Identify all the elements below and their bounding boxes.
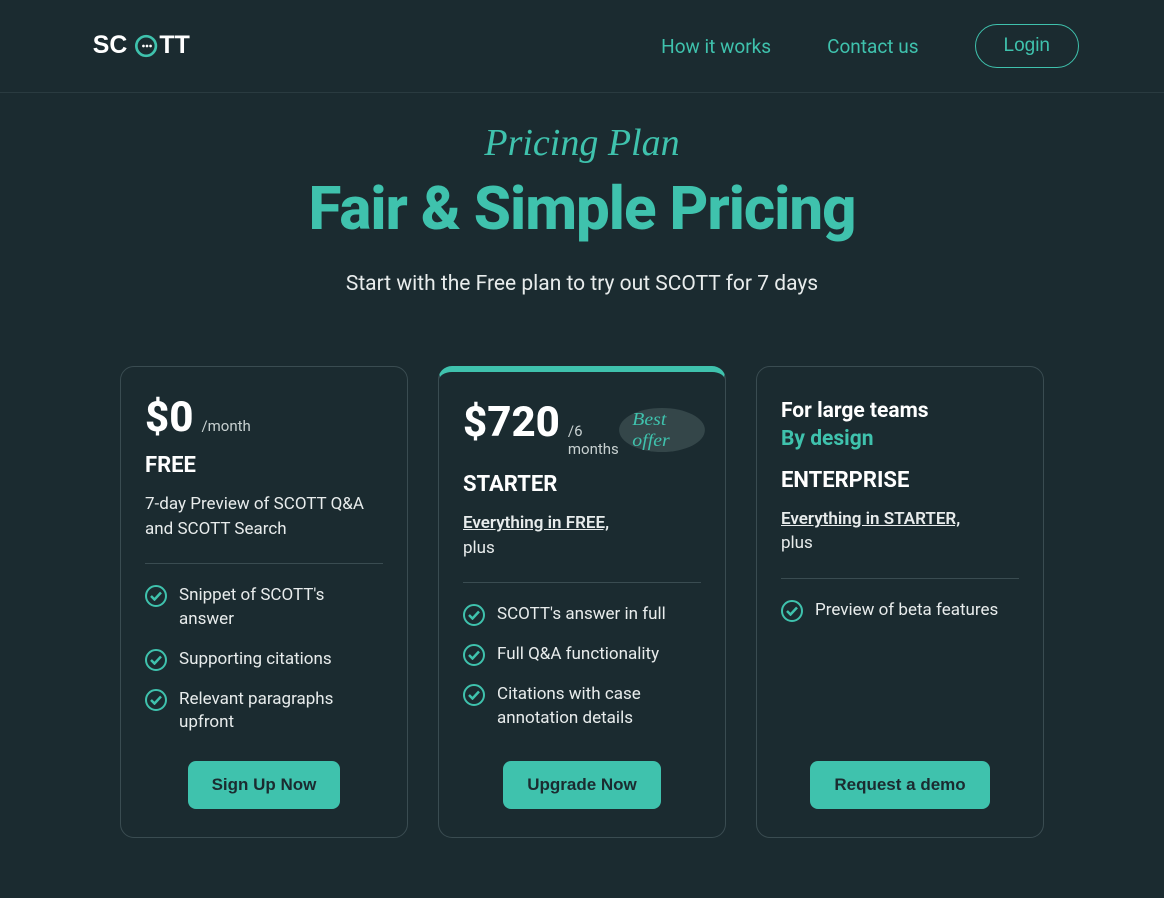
plan-card-enterprise: For large teams By design ENTERPRISE Eve… xyxy=(756,366,1044,838)
main-nav: How it works Contact us Login xyxy=(661,24,1079,68)
plan-description: Everything in STARTER, plus xyxy=(781,507,1019,556)
price-row: $0 /month xyxy=(145,397,383,439)
hero-section: Pricing Plan Fair & Simple Pricing Start… xyxy=(0,93,1164,316)
plan-period: /6 months xyxy=(568,422,619,458)
hero-subtitle: Start with the Free plan to try out SCOT… xyxy=(20,272,1144,296)
divider xyxy=(463,582,701,583)
best-offer-badge: Best offer xyxy=(619,408,705,452)
check-icon xyxy=(463,684,485,706)
feature-item: Full Q&A functionality xyxy=(463,643,701,667)
divider xyxy=(781,578,1019,579)
plan-description: 7-day Preview of SCOTT Q&A and SCOTT Sea… xyxy=(145,492,383,541)
enterprise-title: For large teams By design xyxy=(781,397,1019,454)
feature-text: SCOTT's answer in full xyxy=(497,603,666,627)
feature-item: Snippet of SCOTT's answer xyxy=(145,584,383,632)
feature-item: Relevant paragraphs upfront xyxy=(145,688,383,736)
plan-description-suffix: plus xyxy=(781,533,813,553)
feature-item: Citations with case annotation details xyxy=(463,683,701,731)
svg-text:SC: SC xyxy=(93,31,128,59)
check-icon xyxy=(145,689,167,711)
divider xyxy=(145,563,383,564)
request-demo-button[interactable]: Request a demo xyxy=(810,761,989,809)
check-icon xyxy=(463,604,485,626)
login-button[interactable]: Login xyxy=(975,24,1080,68)
hero-script-text: Pricing Plan xyxy=(20,121,1144,165)
feature-list: SCOTT's answer in full Full Q&A function… xyxy=(463,603,701,751)
feature-text: Citations with case annotation details xyxy=(497,683,701,731)
signup-button[interactable]: Sign Up Now xyxy=(188,761,341,809)
plan-card-starter: $720 /6 months Best offer STARTER Everyt… xyxy=(438,366,726,838)
plan-description: Everything in FREE, plus xyxy=(463,511,701,560)
price-header: $720 /6 months Best offer xyxy=(463,402,701,458)
plan-period: /month xyxy=(201,417,250,435)
feature-item: Preview of beta features xyxy=(781,599,1019,623)
svg-text:TT: TT xyxy=(159,31,189,59)
plan-description-prefix: Everything in STARTER, xyxy=(781,509,960,529)
plan-card-free: $0 /month FREE 7-day Preview of SCOTT Q&… xyxy=(120,366,408,838)
pricing-cards-row: $0 /month FREE 7-day Preview of SCOTT Q&… xyxy=(0,316,1164,898)
plan-price: $720 xyxy=(463,402,560,444)
feature-item: SCOTT's answer in full xyxy=(463,603,701,627)
plan-description-prefix: Everything in FREE, xyxy=(463,513,609,533)
feature-text: Relevant paragraphs upfront xyxy=(179,688,383,736)
plan-description-suffix: plus xyxy=(463,538,495,558)
plan-name: STARTER xyxy=(463,472,701,497)
nav-link-how-it-works[interactable]: How it works xyxy=(661,35,771,58)
feature-text: Preview of beta features xyxy=(815,599,998,623)
nav-link-contact-us[interactable]: Contact us xyxy=(827,35,918,58)
page-title: Fair & Simple Pricing xyxy=(20,173,1144,244)
enterprise-title-line2: By design xyxy=(781,427,873,451)
enterprise-title-line1: For large teams xyxy=(781,399,929,423)
upgrade-button[interactable]: Upgrade Now xyxy=(503,761,661,809)
feature-text: Snippet of SCOTT's answer xyxy=(179,584,383,632)
feature-text: Full Q&A functionality xyxy=(497,643,659,667)
feature-list: Snippet of SCOTT's answer Supporting cit… xyxy=(145,584,383,751)
plan-name: FREE xyxy=(145,453,383,478)
feature-text: Supporting citations xyxy=(179,648,332,672)
logo-icon: SC TT xyxy=(85,30,225,62)
plan-name: ENTERPRISE xyxy=(781,468,1019,493)
price-row: $720 /6 months xyxy=(463,402,619,458)
check-icon xyxy=(781,600,803,622)
check-icon xyxy=(145,585,167,607)
feature-item: Supporting citations xyxy=(145,648,383,672)
plan-price: $0 xyxy=(145,397,193,439)
check-icon xyxy=(463,644,485,666)
site-header: SC TT How it works Contact us Login xyxy=(0,0,1164,93)
feature-list: Preview of beta features xyxy=(781,599,1019,751)
check-icon xyxy=(145,649,167,671)
logo[interactable]: SC TT xyxy=(85,30,225,62)
